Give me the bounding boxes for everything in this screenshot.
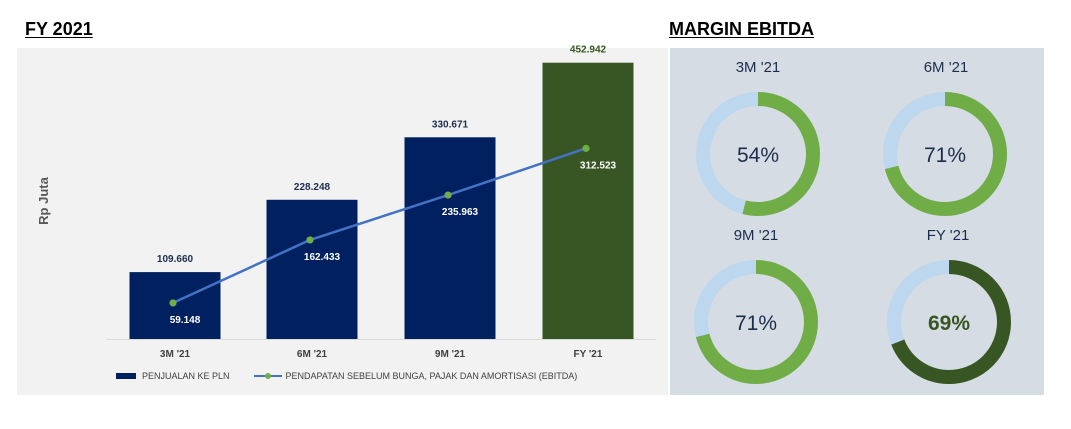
legend-label-sales: PENJUALAN KE PLN bbox=[142, 371, 230, 381]
donut-value-2: 71% bbox=[735, 312, 777, 335]
bar-3 bbox=[542, 62, 634, 339]
ebitda-value-label-3: 312.523 bbox=[580, 160, 617, 171]
x-tick-label-2: 9M '21 bbox=[435, 349, 466, 360]
donut-arc-3 bbox=[887, 260, 1011, 384]
x-tick-label-1: 6M '21 bbox=[297, 349, 328, 360]
ebitda-line bbox=[171, 147, 588, 305]
y-axis-label: Rp Juta bbox=[36, 176, 51, 224]
donut-arc-2 bbox=[694, 260, 818, 384]
bar-value-label-2: 330.671 bbox=[432, 119, 469, 130]
donut-label-3: FY '21 bbox=[927, 227, 970, 244]
bar-value-label-1: 228.248 bbox=[294, 182, 331, 193]
donut-arc-1 bbox=[883, 92, 1007, 216]
ebitda-value-label-2: 235.963 bbox=[442, 207, 479, 218]
donut-value-1: 71% bbox=[924, 144, 966, 167]
donut-value-3: 69% bbox=[928, 312, 970, 335]
legend-swatch-sales bbox=[116, 373, 136, 379]
ebitda-marker-3 bbox=[582, 144, 590, 152]
x-tick-label-3: FY '21 bbox=[574, 349, 603, 360]
donut-label-1: 6M '21 bbox=[924, 59, 969, 76]
ebitda-value-label-1: 162.433 bbox=[304, 252, 341, 263]
donut-value-0: 54% bbox=[737, 144, 779, 167]
legend-swatch-ebitda bbox=[253, 371, 282, 381]
chart-legend: PENJUALAN KE PLN PENDAPATAN SEBELUM BUNG… bbox=[116, 371, 601, 381]
legend-item-sales: PENJUALAN KE PLN bbox=[116, 371, 230, 381]
donut-label-2: 9M '21 bbox=[734, 227, 779, 244]
donut-label-0: 3M '21 bbox=[736, 59, 781, 76]
ebitda-marker-2 bbox=[444, 191, 452, 199]
x-tick-label-0: 3M '21 bbox=[160, 349, 191, 360]
fy2021-title: FY 2021 bbox=[25, 19, 93, 39]
bar-value-label-0: 109.660 bbox=[157, 254, 194, 265]
bar-1 bbox=[266, 199, 358, 339]
legend-item-ebitda: PENDAPATAN SEBELUM BUNGA, PAJAK DAN AMOR… bbox=[253, 371, 578, 381]
legend-label-ebitda: PENDAPATAN SEBELUM BUNGA, PAJAK DAN AMOR… bbox=[285, 371, 578, 381]
bar-2 bbox=[404, 137, 496, 339]
ebitda-marker-0 bbox=[169, 299, 177, 307]
ebitda-marker-1 bbox=[306, 236, 314, 244]
donut-arc-0 bbox=[696, 92, 820, 216]
margin-ebitda-title: MARGIN EBITDA bbox=[669, 19, 814, 39]
bar-value-label-3: 452.942 bbox=[570, 45, 607, 56]
ebitda-value-label-0: 59.148 bbox=[170, 315, 201, 326]
